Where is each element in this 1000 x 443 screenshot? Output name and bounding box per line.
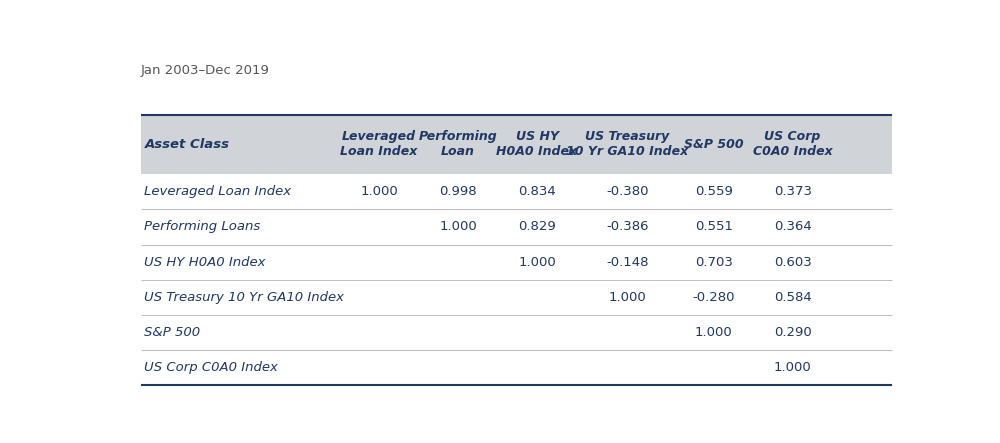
- Text: US Treasury
10 Yr GA10 Index: US Treasury 10 Yr GA10 Index: [566, 130, 688, 159]
- Text: 0.998: 0.998: [439, 185, 477, 198]
- Text: 1.000: 1.000: [774, 361, 812, 374]
- Text: -0.280: -0.280: [692, 291, 735, 304]
- Text: US HY
H0A0 Index: US HY H0A0 Index: [496, 130, 578, 159]
- Text: S&P 500: S&P 500: [684, 138, 744, 151]
- Text: US Treasury 10 Yr GA10 Index: US Treasury 10 Yr GA10 Index: [144, 291, 344, 304]
- Text: US Corp
C0A0 Index: US Corp C0A0 Index: [753, 130, 833, 159]
- Text: -0.148: -0.148: [606, 256, 649, 268]
- Text: Jan 2003–Dec 2019: Jan 2003–Dec 2019: [140, 64, 269, 77]
- Text: 0.584: 0.584: [774, 291, 812, 304]
- Text: US Corp C0A0 Index: US Corp C0A0 Index: [144, 361, 278, 374]
- Text: Performing
Loan: Performing Loan: [419, 130, 497, 159]
- Bar: [140, 115, 892, 174]
- Text: US HY H0A0 Index: US HY H0A0 Index: [144, 256, 266, 268]
- Text: Leveraged Loan Index: Leveraged Loan Index: [144, 185, 292, 198]
- Text: 0.603: 0.603: [774, 256, 812, 268]
- Text: 0.559: 0.559: [695, 185, 733, 198]
- Text: Performing Loans: Performing Loans: [144, 221, 261, 233]
- Text: 0.290: 0.290: [774, 326, 812, 339]
- Text: 1.000: 1.000: [439, 221, 477, 233]
- Text: 0.551: 0.551: [695, 221, 733, 233]
- Text: 1.000: 1.000: [360, 185, 398, 198]
- Text: 0.364: 0.364: [774, 221, 812, 233]
- Text: 0.834: 0.834: [518, 185, 556, 198]
- Text: -0.386: -0.386: [606, 221, 649, 233]
- Text: -0.380: -0.380: [606, 185, 649, 198]
- Text: 1.000: 1.000: [608, 291, 646, 304]
- Text: 1.000: 1.000: [695, 326, 733, 339]
- Text: S&P 500: S&P 500: [144, 326, 200, 339]
- Text: Asset Class: Asset Class: [144, 138, 229, 151]
- Text: 0.703: 0.703: [695, 256, 733, 268]
- Text: 0.373: 0.373: [774, 185, 812, 198]
- Text: 1.000: 1.000: [518, 256, 556, 268]
- Text: 0.829: 0.829: [518, 221, 556, 233]
- Text: Leveraged
Loan Index: Leveraged Loan Index: [340, 130, 418, 159]
